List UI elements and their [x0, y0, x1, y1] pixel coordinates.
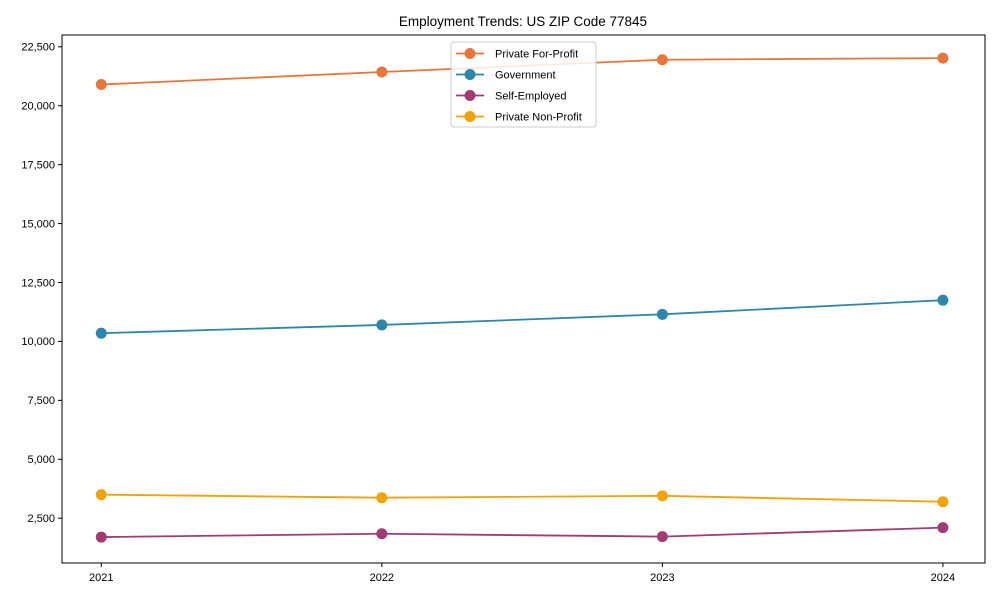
data-point-self-employed [95, 531, 107, 543]
legend-marker-private-non-profit [464, 111, 476, 122]
y-axis-tick-label: 7,500 [27, 395, 55, 407]
series-line-self-employed [101, 526, 943, 538]
legend-marker-government [464, 69, 476, 80]
y-axis-tick-label: 15,000 [21, 218, 55, 230]
y-axis-tick-label: 12,500 [21, 277, 55, 289]
chart-title: Employment Trends: US ZIP Code 77845 [399, 14, 647, 29]
data-point-private-non-profit [376, 492, 388, 504]
data-point-self-employed [937, 522, 949, 534]
data-point-private-for-profit [937, 52, 949, 64]
y-axis-tick-label: 22,500 [21, 42, 55, 54]
x-axis-tick-label: 2024 [931, 572, 955, 584]
data-point-private-for-profit [656, 54, 668, 66]
series-line-government [101, 299, 943, 335]
x-axis-tick-label: 2023 [650, 572, 674, 584]
data-point-self-employed [656, 531, 668, 543]
data-point-government [376, 319, 388, 331]
data-point-private-non-profit [656, 490, 668, 502]
legend-marker-private-for-profit [464, 48, 476, 59]
data-point-private-for-profit [95, 79, 107, 90]
data-point-private-non-profit [937, 496, 949, 508]
legend-box [450, 41, 597, 128]
y-axis-tick-label: 2,500 [27, 513, 55, 525]
legend-marker-self-employed [464, 90, 476, 101]
data-point-government [656, 308, 668, 320]
y-axis-tick-label: 17,500 [21, 159, 55, 171]
data-point-government [95, 327, 107, 339]
legend-label-self-employed: Self-Employed [495, 90, 567, 102]
y-axis-tick-label: 20,000 [21, 101, 55, 113]
legend-label-government: Government [495, 69, 556, 81]
plot-area: 2,500 5,000 7,500 10,000 12,500 15,000 17,500 2… [21, 34, 986, 584]
data-point-private-non-profit [95, 489, 107, 501]
data-point-self-employed [376, 528, 388, 540]
legend-label-private-for-profit: Private For-Profit [495, 48, 578, 60]
axes-frame [61, 34, 986, 564]
x-axis-tick-label: 2021 [89, 572, 113, 584]
legend-label-private-non-profit: Private Non-Profit [495, 111, 582, 123]
x-axis-tick-label: 2022 [370, 572, 394, 584]
series-line-private-non-profit [101, 493, 943, 503]
y-axis-tick-label: 5,000 [27, 454, 55, 466]
data-point-government [937, 294, 949, 306]
y-axis-tick-label: 10,000 [21, 336, 55, 348]
data-point-private-for-profit [376, 66, 388, 78]
